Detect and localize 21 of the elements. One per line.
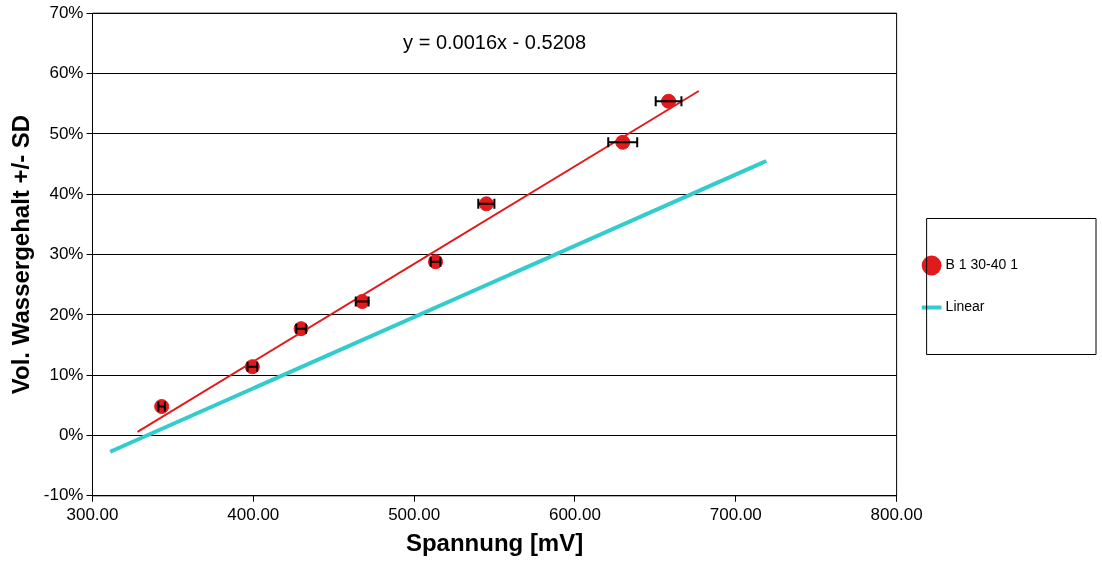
point [154,399,170,415]
y-tick-label: 20% [49,304,84,324]
annotation: y = 0.0016x - 0.5208 [403,30,587,53]
legend-label: B 1 30-40 1 [945,256,1019,273]
y-tick-label: -10% [43,485,84,505]
y-tick-label: 40% [49,183,84,203]
y-tick-label: 0% [58,425,84,445]
y-tick-label: 50% [49,123,84,143]
x-tick-label: 800.00 [870,504,923,524]
x-tick-label: 500.00 [388,504,441,524]
legend-label: Linear [945,298,985,315]
x-tick-label: 700.00 [709,504,762,524]
y-axis-title: Vol. Wassergehalt +/- SD [7,114,35,395]
y-tick-label: 60% [49,63,84,83]
x-tick-label: 600.00 [548,504,601,524]
x-tick-label: 300.00 [66,504,119,524]
x-axis-title: Spannung [mV] [405,529,584,557]
x-tick-label: 400.00 [227,504,280,524]
y-tick-label: 30% [49,244,84,264]
y-tick-label: 70% [49,2,84,22]
y-tick-label: 10% [49,364,84,384]
